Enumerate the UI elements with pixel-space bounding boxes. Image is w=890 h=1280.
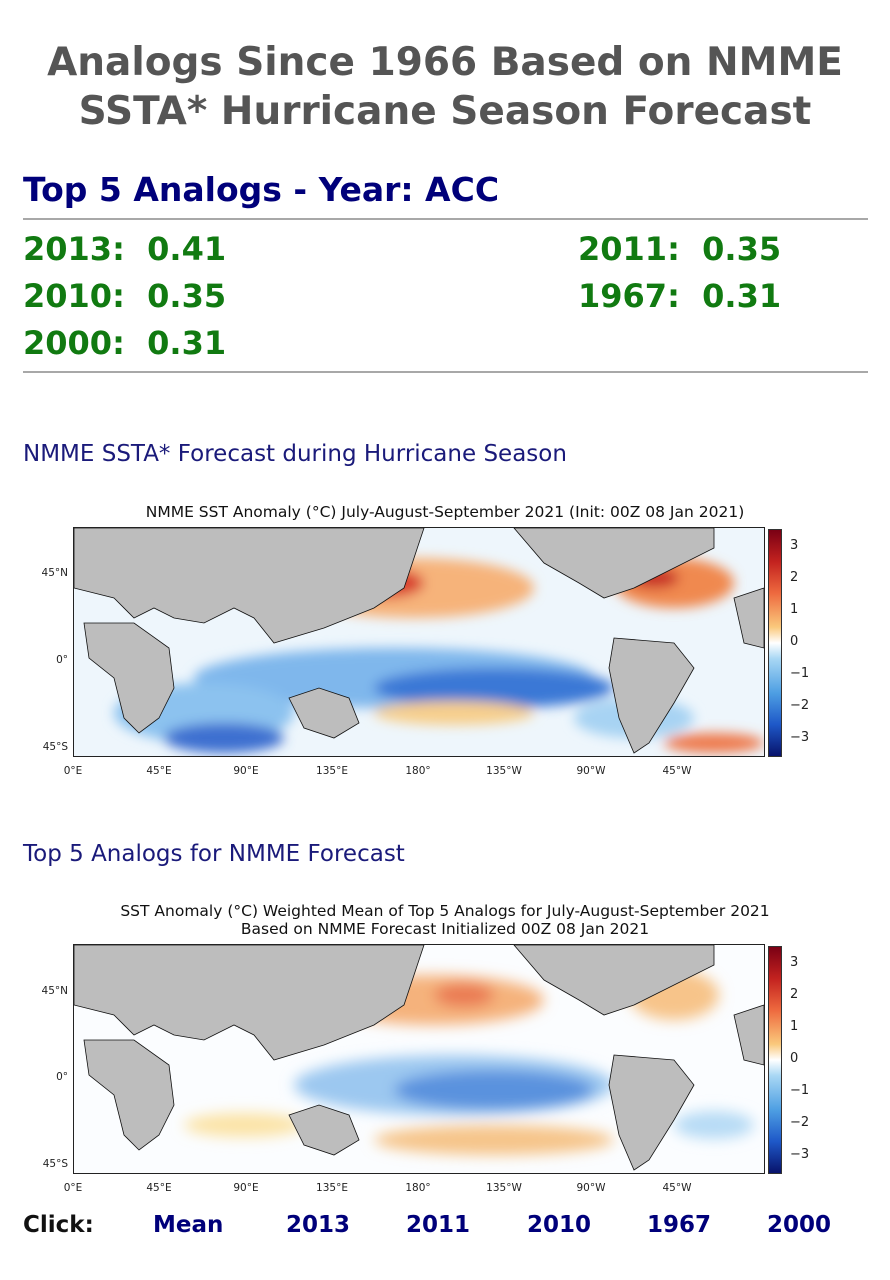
analog-map-title-line1: SST Anomaly (°C) Weighted Mean of Top 5 …: [120, 902, 770, 920]
analog-acc: 0.35: [702, 230, 782, 268]
analog-item: 1967: 0.31: [578, 277, 782, 315]
link-mean[interactable]: Mean: [153, 1212, 224, 1238]
colorbar-label: −2: [790, 1115, 810, 1130]
lon-label: 90°E: [233, 1182, 259, 1194]
colorbar-label: 0: [790, 1051, 799, 1066]
lon-label: 135°W: [486, 765, 522, 777]
analog-year: 2011: [578, 230, 668, 268]
colorbar-label: −2: [790, 698, 810, 713]
lon-label: 45°W: [662, 1182, 692, 1194]
analog-acc: 0.41: [147, 230, 227, 268]
divider-top: [23, 218, 868, 220]
analog-item: 2000: 0.31: [23, 324, 227, 362]
forecast-map: [73, 527, 765, 757]
analog-map-title: SST Anomaly (°C) Weighted Mean of Top 5 …: [0, 902, 890, 938]
analog-year: 2000: [23, 324, 113, 362]
divider-bottom: [23, 371, 868, 373]
page-title-line2: SSTA* Hurricane Season Forecast: [78, 89, 812, 134]
click-bar: Click: Mean 2013 2011 2010 1967 2000: [0, 1212, 890, 1246]
lon-label: 135°E: [316, 1182, 348, 1194]
forecast-map-image: [74, 528, 764, 756]
analog-item: 2013: 0.41: [23, 230, 227, 268]
link-2000[interactable]: 2000: [767, 1212, 832, 1238]
analog-acc: 0.31: [702, 277, 782, 315]
forecast-colorbar: [768, 529, 782, 757]
colorbar-label: 2: [790, 570, 799, 585]
lat-label: 0°: [56, 654, 68, 666]
lat-label: 45°N: [41, 567, 68, 579]
colorbar-label: −1: [790, 666, 810, 681]
colorbar-label: −3: [790, 1147, 810, 1162]
analog-year: 1967: [578, 277, 668, 315]
analogs-heading: Top 5 Analogs - Year: ACC: [23, 170, 500, 209]
lat-label: 45°S: [42, 741, 68, 753]
click-label: Click:: [23, 1212, 94, 1238]
lon-label: 90°W: [576, 1182, 606, 1194]
colorbar-label: 3: [790, 955, 799, 970]
colorbar-label: −3: [790, 730, 810, 745]
analog-acc: 0.31: [147, 324, 227, 362]
colorbar-label: 3: [790, 538, 799, 553]
lon-label: 90°W: [576, 765, 606, 777]
lon-label: 45°E: [146, 1182, 172, 1194]
page-title: Analogs Since 1966 Based on NMME SSTA* H…: [0, 38, 890, 136]
forecast-map-title: NMME SST Anomaly (°C) July-August-Septem…: [145, 503, 745, 521]
forecast-heading: NMME SSTA* Forecast during Hurricane Sea…: [23, 441, 567, 467]
lon-label: 90°E: [233, 765, 259, 777]
lon-label: 135°E: [316, 765, 348, 777]
lon-label: 135°W: [486, 1182, 522, 1194]
colorbar-label: 1: [790, 1019, 799, 1034]
analog-map-heading: Top 5 Analogs for NMME Forecast: [23, 841, 405, 867]
link-2013[interactable]: 2013: [286, 1212, 351, 1238]
analog-map-title-line2: Based on NMME Forecast Initialized 00Z 0…: [240, 920, 650, 938]
lat-label: 45°N: [41, 985, 68, 997]
colorbar-label: 0: [790, 634, 799, 649]
analog-year: 2013: [23, 230, 113, 268]
lon-label: 0°E: [63, 765, 83, 777]
link-2010[interactable]: 2010: [527, 1212, 592, 1238]
analog-map-image: [74, 945, 764, 1173]
link-2011[interactable]: 2011: [406, 1212, 471, 1238]
page-title-line1: Analogs Since 1966 Based on NMME: [47, 40, 843, 85]
lon-label: 45°W: [662, 765, 692, 777]
colorbar-label: −1: [790, 1083, 810, 1098]
lon-label: 45°E: [146, 765, 172, 777]
colorbar-label: 2: [790, 987, 799, 1002]
colorbar-label: 1: [790, 602, 799, 617]
lon-label: 180°: [405, 1182, 431, 1194]
analog-map: [73, 944, 765, 1174]
lon-label: 0°E: [63, 1182, 83, 1194]
lon-label: 180°: [405, 765, 431, 777]
link-1967[interactable]: 1967: [647, 1212, 712, 1238]
analog-year: 2010: [23, 277, 113, 315]
analog-colorbar: [768, 946, 782, 1174]
analog-item: 2010: 0.35: [23, 277, 227, 315]
lat-label: 0°: [56, 1071, 68, 1083]
analog-acc: 0.35: [147, 277, 227, 315]
lat-label: 45°S: [42, 1158, 68, 1170]
analog-item: 2011: 0.35: [578, 230, 782, 268]
